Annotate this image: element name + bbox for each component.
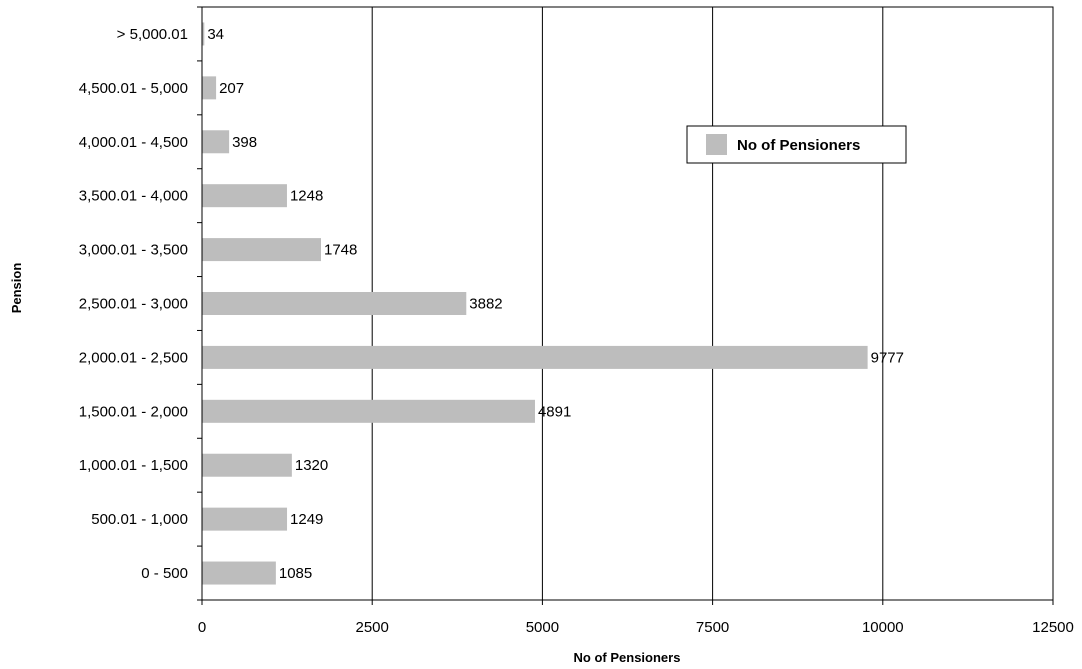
- y-tick-label: 1,500.01 - 2,000: [79, 403, 188, 420]
- data-label: 3882: [469, 296, 502, 313]
- bars: [202, 22, 868, 585]
- data-label: 1085: [279, 565, 312, 582]
- legend: No of Pensioners: [686, 125, 907, 164]
- x-tick-label: 5000: [526, 619, 559, 636]
- x-axis-title: No of Pensioners: [574, 650, 681, 665]
- y-tick-label: > 5,000.01: [117, 26, 188, 43]
- bar: [202, 292, 467, 315]
- data-label: 34: [207, 26, 224, 43]
- bar: [202, 399, 535, 423]
- bar: [202, 507, 288, 531]
- legend-label: No of Pensioners: [737, 137, 860, 154]
- y-tick-label: 3,000.01 - 3,500: [79, 242, 188, 259]
- y-tick-label: 2,000.01 - 2,500: [79, 349, 188, 366]
- y-tick-label: 3,500.01 - 4,000: [79, 188, 188, 205]
- data-label: 1248: [290, 188, 323, 205]
- data-label: 398: [232, 134, 257, 151]
- bar: [202, 184, 287, 208]
- gridlines: [201, 6, 1054, 601]
- y-tick-label: 500.01 - 1,000: [91, 511, 188, 528]
- bar: [202, 238, 322, 262]
- data-label: 4891: [538, 403, 571, 420]
- y-tick-label: 4,500.01 - 5,000: [79, 80, 188, 97]
- legend-swatch: [706, 134, 727, 155]
- data-label: 1748: [324, 242, 357, 259]
- axes: 0 2500 5000 7500 10000 12500: [197, 6, 1074, 636]
- y-tick-label: 1,000.01 - 1,500: [79, 457, 188, 474]
- bar: [202, 561, 276, 585]
- labels: 0 - 500 1085 500.01 - 1,000 1249 1,000.01 - …: [79, 26, 904, 582]
- x-tick-label: 12500: [1032, 619, 1074, 636]
- data-label: 1249: [290, 511, 323, 528]
- y-tick-label: 2,500.01 - 3,000: [79, 296, 188, 313]
- x-tick-label: 7500: [696, 619, 729, 636]
- y-tick-label: 4,000.01 - 4,500: [79, 134, 188, 151]
- x-tick-label: 2500: [356, 619, 389, 636]
- y-tick-label: 0 - 500: [141, 565, 188, 582]
- data-label: 1320: [295, 457, 328, 474]
- bar: [202, 345, 868, 369]
- bar: [202, 76, 217, 100]
- bar: [202, 22, 205, 46]
- data-label: 9777: [871, 349, 904, 366]
- y-axis-title: Pension: [9, 263, 24, 314]
- x-tick-label: 10000: [862, 619, 904, 636]
- data-label: 207: [219, 80, 244, 97]
- bar: [202, 453, 292, 477]
- x-tick-label: 0: [198, 619, 206, 636]
- bar: [202, 130, 230, 154]
